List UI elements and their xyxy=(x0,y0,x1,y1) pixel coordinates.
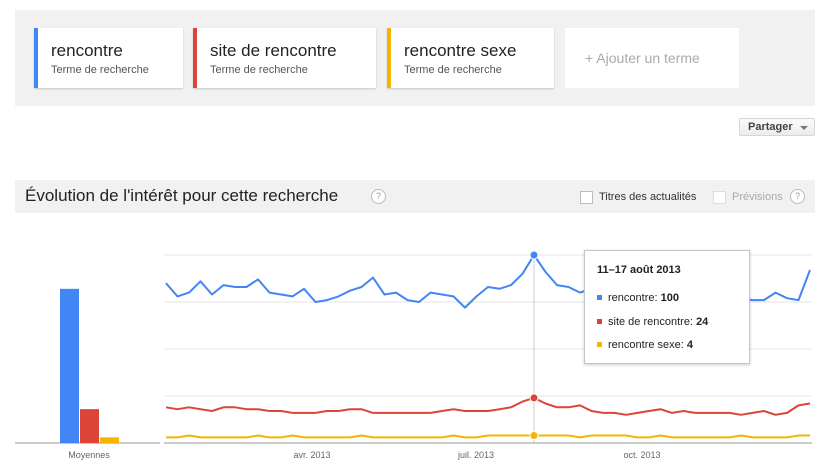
hover-marker xyxy=(529,250,539,260)
term-color-stripe xyxy=(387,28,391,88)
series-line-site-de-rencontre xyxy=(165,396,811,416)
tooltip-series-label: rencontre sexe: xyxy=(608,339,684,351)
tooltip-date: 11–17 août 2013 xyxy=(597,264,681,276)
term-subtitle: Terme de recherche xyxy=(51,64,149,76)
interest-chart: Moyennes avr. 2013 juil. 2013 oct. 2013 xyxy=(15,250,812,460)
average-bar xyxy=(100,437,119,443)
tooltip-series-value: 4 xyxy=(686,339,694,351)
term-card-2[interactable]: site de rencontre Terme de recherche xyxy=(193,28,376,88)
tooltip-series-value: 24 xyxy=(696,316,709,328)
news-headlines-checkbox[interactable] xyxy=(580,191,593,204)
term-color-stripe xyxy=(193,28,197,88)
help-icon[interactable]: ? xyxy=(790,189,805,204)
tooltip-row: site de rencontre: 24 xyxy=(597,316,708,328)
term-card-3[interactable]: rencontre sexe Terme de recherche xyxy=(387,28,554,88)
tooltip-row: rencontre sexe: 4 xyxy=(597,339,693,351)
hover-marker xyxy=(529,430,539,440)
term-card-1[interactable]: rencontre Terme de recherche xyxy=(34,28,183,88)
term-color-stripe xyxy=(34,28,38,88)
series-swatch xyxy=(597,341,602,347)
x-tick-label: juil. 2013 xyxy=(457,450,494,460)
x-axis-labels: avr. 2013 juil. 2013 oct. 2013 xyxy=(293,450,660,460)
term-subtitle: Terme de recherche xyxy=(404,64,502,76)
add-term-button[interactable]: + Ajouter un terme xyxy=(565,28,739,88)
tooltip-row: rencontre: 100 xyxy=(597,292,679,304)
data-tooltip: 11–17 août 2013 rencontre: 100 site de r… xyxy=(584,250,750,364)
share-label: Partager xyxy=(748,121,793,133)
forecast-label: Prévisions xyxy=(732,191,783,203)
series-line-rencontre-sexe xyxy=(166,434,810,439)
term-name: rencontre sexe xyxy=(404,41,517,60)
search-terms-bar: rencontre Terme de recherche site de ren… xyxy=(15,10,815,106)
average-bar xyxy=(60,288,79,443)
news-headlines-label: Titres des actualités xyxy=(599,191,697,203)
series-swatch xyxy=(597,318,602,324)
term-subtitle: Terme de recherche xyxy=(210,64,308,76)
section-title: Évolution de l'intérêt pour cette recher… xyxy=(25,186,339,205)
interest-over-time-header: Évolution de l'intérêt pour cette recher… xyxy=(15,180,815,213)
tooltip-series-label: site de rencontre: xyxy=(608,316,693,328)
share-button[interactable]: Partager xyxy=(739,118,815,136)
hover-markers xyxy=(529,250,539,443)
hover-marker xyxy=(529,393,539,403)
x-tick-label: avr. 2013 xyxy=(293,450,330,460)
term-name: rencontre xyxy=(51,41,123,60)
average-bar xyxy=(80,409,99,443)
x-tick-label: oct. 2013 xyxy=(623,450,660,460)
forecast-checkbox xyxy=(713,191,726,204)
tooltip-series-label: rencontre: xyxy=(608,292,658,304)
tooltip-series-value: 100 xyxy=(660,292,679,304)
series-swatch xyxy=(597,294,602,300)
term-name: site de rencontre xyxy=(210,41,337,60)
averages-label: Moyennes xyxy=(68,450,110,460)
help-icon[interactable]: ? xyxy=(371,189,386,204)
averages-bars: Moyennes xyxy=(60,288,119,460)
chevron-down-icon xyxy=(800,126,808,130)
